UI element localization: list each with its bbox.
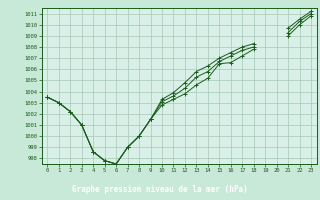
Text: Graphe pression niveau de la mer (hPa): Graphe pression niveau de la mer (hPa) <box>72 186 248 194</box>
